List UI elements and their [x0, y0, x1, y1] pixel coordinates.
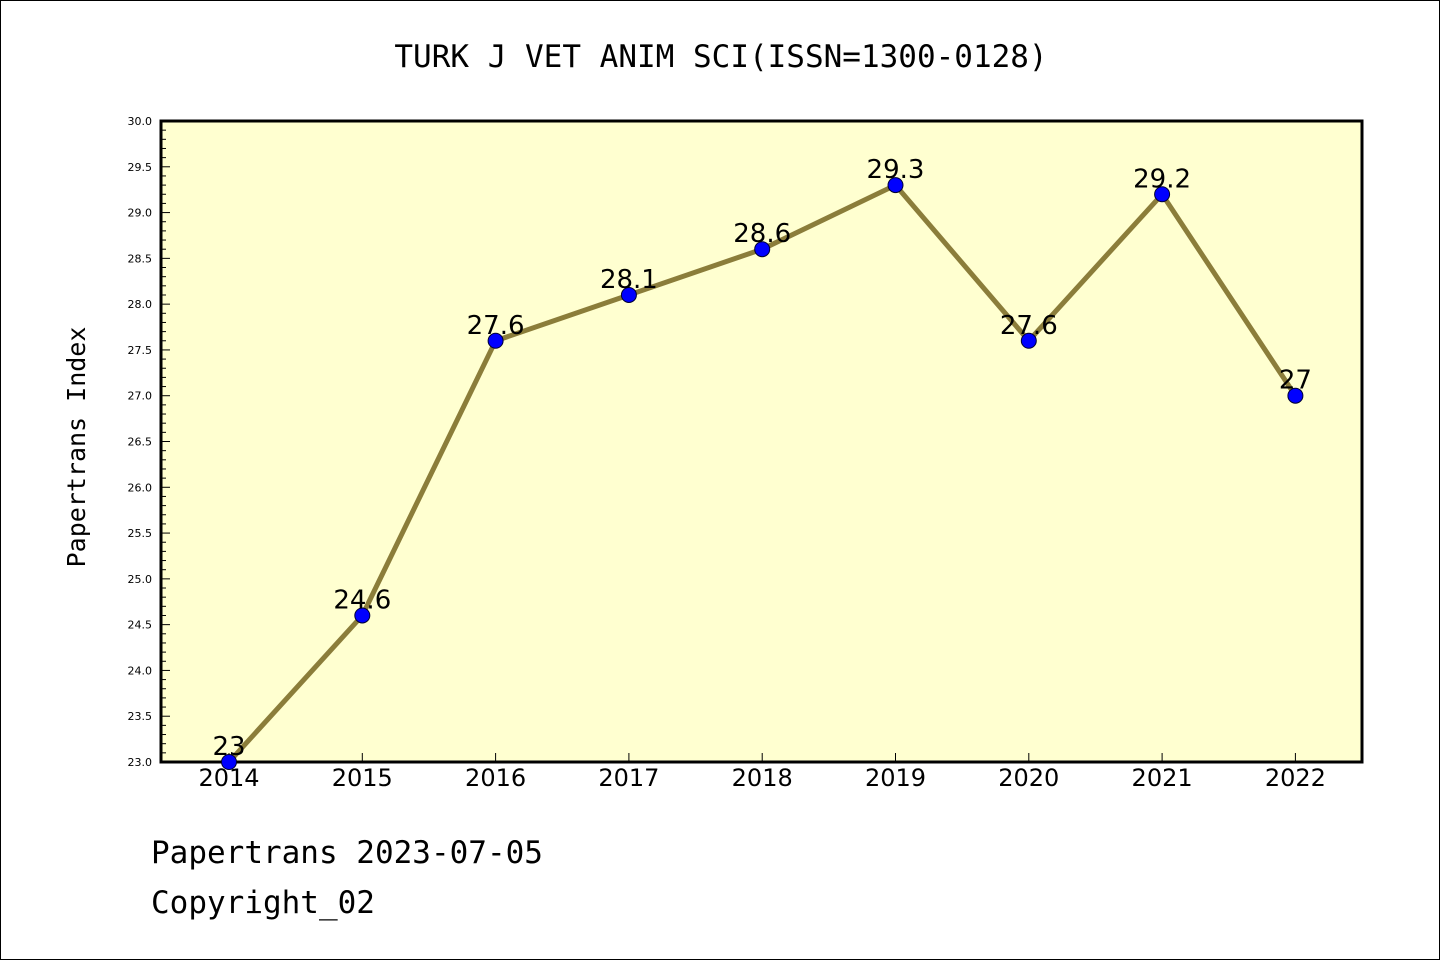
- y-tick-label: 23.0: [128, 756, 153, 769]
- y-tick-label: 24.5: [128, 619, 153, 632]
- y-axis-label: Papertrans Index: [62, 327, 91, 568]
- data-labels: 23 24.6 27.6 28.1 28.6 29.3 27.6 29.2 27: [212, 155, 1311, 762]
- footer-date-line: Papertrans 2023-07-05: [151, 835, 543, 871]
- x-tick-label: 2022: [1265, 764, 1326, 792]
- data-point: [620, 286, 637, 303]
- x-tick-label: 2016: [465, 764, 526, 792]
- footer-copyright-line: Copyright_02: [151, 885, 375, 921]
- x-tick-label: 2019: [865, 764, 926, 792]
- data-label: 29.2: [1133, 164, 1191, 194]
- y-tick-label: 29.0: [128, 207, 153, 220]
- y-tick-label: 27.0: [128, 390, 153, 403]
- data-label: 27.6: [467, 311, 525, 341]
- data-label: 24.6: [333, 585, 391, 615]
- y-axis-ticks: 23.0 23.5 24.0 24.5 25.0 25.5 26.0 26.5 27.0 27.5…: [128, 115, 170, 769]
- chart-title: TURK J VET ANIM SCI(ISSN=1300-0128): [394, 39, 1047, 75]
- plot-area: [159, 119, 1364, 764]
- data-label: 29.3: [867, 155, 925, 185]
- y-tick-label: 25.5: [128, 527, 153, 540]
- y-tick-label: 23.5: [128, 710, 153, 723]
- data-label: 28.1: [600, 265, 658, 295]
- y-tick-label: 24.0: [128, 664, 153, 677]
- data-label: 27.6: [1000, 311, 1058, 341]
- y-tick-label: 30.0: [128, 115, 153, 128]
- y-tick-label: 27.5: [128, 344, 153, 357]
- y-tick-label: 26.0: [128, 481, 153, 494]
- data-point: [887, 177, 904, 194]
- x-tick-label: 2015: [332, 764, 393, 792]
- data-point: [1287, 387, 1304, 404]
- data-markers: [221, 177, 1304, 770]
- x-tick-label: 2018: [732, 764, 793, 792]
- data-label: 23: [212, 732, 245, 762]
- x-tick-label: 2017: [598, 764, 659, 792]
- y-tick-label: 28.0: [128, 298, 153, 311]
- x-tick-label: 2020: [998, 764, 1059, 792]
- y-tick-label: 26.5: [128, 436, 153, 449]
- data-point: [354, 607, 371, 624]
- y-tick-label: 28.5: [128, 252, 153, 265]
- data-label: 27: [1279, 366, 1312, 396]
- data-point: [221, 754, 237, 770]
- y-tick-label: 25.0: [128, 573, 153, 586]
- data-point: [1020, 332, 1037, 349]
- x-axis-ticks: 2014 2015 2016 2017 2018 2019 2020 2021 2022: [198, 753, 1326, 792]
- y-tick-label: 29.5: [128, 161, 153, 174]
- x-tick-label: 2021: [1132, 764, 1193, 792]
- data-point: [754, 241, 771, 258]
- data-label: 28.6: [733, 219, 791, 249]
- data-point: [1154, 186, 1171, 203]
- data-point: [487, 332, 504, 349]
